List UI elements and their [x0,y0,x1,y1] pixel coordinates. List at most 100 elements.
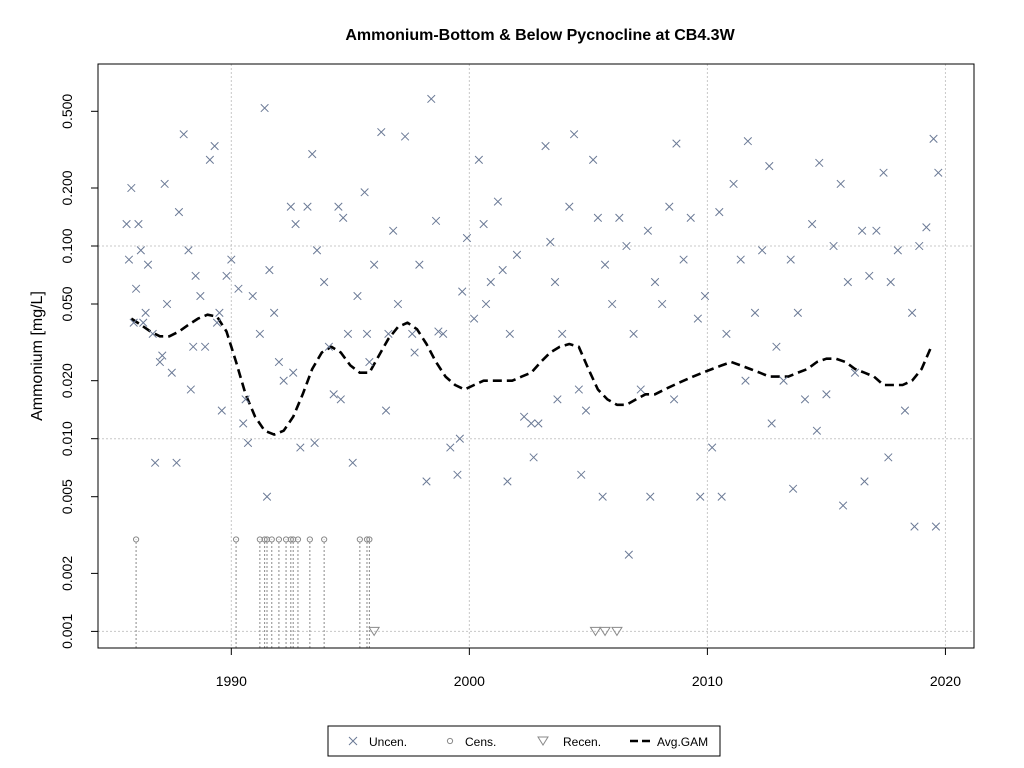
censored-point [275,536,283,543]
uncensored-point [446,443,455,452]
recensored-point [368,626,381,637]
uncensored-point [260,103,269,113]
chart-title: Ammonium-Bottom & Below Pycnocline at CB… [345,27,735,44]
uncensored-point [643,226,653,235]
uncensored-point [227,255,236,264]
uncensored-point [865,271,874,281]
uncensored-point [486,277,495,287]
uncensored-point [127,183,136,193]
uncensored-point [915,241,924,251]
uncensored-point [174,207,184,217]
y-axis-label: Ammonium [mg/L] [29,291,46,421]
uncensored-point [553,395,562,404]
uncensored-point [569,130,579,139]
uncensored-point [715,207,724,217]
uncensored-point [879,168,888,177]
uncensored-point [665,202,674,211]
censored-point [132,536,140,543]
uncensored-point [158,351,167,360]
uncensored-point [134,219,143,229]
uncensored-point [650,277,660,287]
uncensored-point [707,443,717,452]
uncensored-point [922,223,931,232]
uncensored-point [807,219,817,229]
uncensored-point [857,226,867,235]
uncensored-point [205,155,215,164]
uncensored-point [348,458,357,467]
uncensored-point [329,390,338,399]
legend-label-recen: Recen. [563,735,601,749]
gam-line [130,313,933,436]
uncensored-point [381,406,391,415]
uncensored-point [148,329,157,339]
uncensored-point [884,453,893,462]
uncensored-point [493,197,503,206]
uncensored-point [150,458,160,467]
uncensored-point [339,213,348,222]
uncensored-point [757,246,767,255]
plot-frame [97,63,975,649]
uncensored-point [672,139,681,148]
uncensored-point [722,329,731,339]
uncensored-point [503,477,512,486]
uncensored-point [931,522,941,531]
censored-point [268,536,275,543]
legend-label-gam: Avg.GAM [657,735,708,749]
uncensored-point [679,255,688,264]
uncensored-point [286,202,295,211]
legend: Uncen. Cens. Recen. Avg.GAM [327,725,721,757]
uncensored-point [505,329,514,339]
uncensored-point [550,277,560,287]
x-tick-label: 2000 [454,673,485,689]
uncensored-point [184,246,193,255]
uncensored-point [546,237,555,247]
uncensored-point [377,127,386,137]
censored-point [356,536,363,543]
uncensored-point [296,443,305,452]
uncensored-point [479,219,488,229]
uncensored-point [850,368,860,377]
recensored-point [611,626,623,637]
uncensored-point [179,130,188,139]
uncensored-point [243,438,253,448]
uncensored-point [217,406,226,415]
uncensored-point [646,492,655,501]
uncensored-point [696,492,705,501]
uncensored-point [581,406,591,415]
uncensored-point [455,434,464,443]
uncensored-point [736,255,745,264]
uncensored-point [474,155,484,164]
uncensored-point [400,132,410,141]
uncensored-point [574,385,584,394]
recensored-point [599,626,611,637]
uncensored-point [186,385,195,394]
uncensored-point [558,329,567,339]
uncensored-point [431,216,441,226]
uncensored-point [279,376,288,385]
uncensored-point [629,329,638,339]
uncensored-point [812,426,822,435]
uncensored-point [793,308,803,317]
uncensored-point [139,318,148,327]
uncensored-point [481,299,491,309]
uncensored-point [836,179,845,189]
uncensored-point [415,260,424,269]
uncensored-point [529,453,538,462]
legend-triangle-marker [537,736,549,746]
uncensored-point [860,477,869,486]
uncensored-point [131,284,141,293]
x-tick-label: 2020 [930,673,961,689]
uncensored-point [929,134,938,143]
uncensored-point [303,202,312,211]
uncensored-point [934,168,943,177]
y-tick-label: 0.020 [59,363,75,398]
censored-point [294,536,302,543]
uncensored-point [210,141,219,151]
uncensored-point [196,291,205,301]
uncensored-point [167,368,176,377]
gridlines [98,64,974,648]
uncensored-point [593,213,603,222]
uncensored-point [324,342,334,351]
uncensored-point [265,265,274,275]
uncensored-point [815,158,824,168]
